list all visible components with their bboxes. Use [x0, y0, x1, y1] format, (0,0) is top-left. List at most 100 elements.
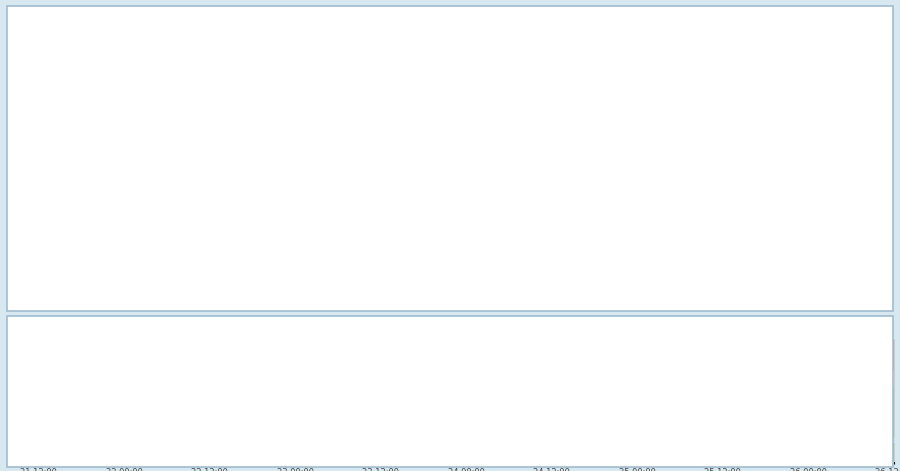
- osservato: [86, 408, 96, 414]
- osservato: [268, 386, 279, 391]
- Bar: [7, 6, 145, 34]
- osservato: [144, 412, 155, 417]
- osservato: [282, 390, 292, 396]
- Bar: [714, 138, 796, 163]
- osservato: [274, 388, 285, 393]
- Bar: [714, 226, 796, 251]
- Text: 27: 27: [832, 87, 845, 97]
- Bar: [145, 6, 309, 34]
- Text: carso: carso: [451, 263, 479, 273]
- Polygon shape: [60, 46, 321, 232]
- Text: dopodomani: dopodomani: [356, 15, 425, 25]
- Bar: [796, 168, 880, 193]
- osservato: [33, 428, 44, 433]
- osservato: [151, 415, 162, 421]
- Polygon shape: [264, 187, 301, 229]
- osservato: [177, 423, 188, 429]
- Text: domenica: domenica: [540, 15, 595, 25]
- osservato: [164, 421, 175, 427]
- osservato: [314, 411, 325, 416]
- osservato: [184, 422, 194, 428]
- Bar: [796, 109, 880, 134]
- osservato: [131, 408, 142, 414]
- osservato: [262, 385, 273, 390]
- Text: forte disagio: forte disagio: [753, 296, 819, 306]
- osservato: [79, 408, 90, 414]
- Bar: [714, 109, 796, 134]
- osservato: [158, 418, 168, 424]
- Text: max: max: [823, 61, 845, 71]
- Polygon shape: [151, 91, 202, 128]
- osservato: [53, 417, 64, 422]
- osservato: [196, 414, 207, 420]
- Text: debole disagio: debole disagio: [341, 296, 418, 306]
- Text: tolmezzino: tolmezzino: [451, 116, 508, 127]
- osservato: [203, 409, 214, 415]
- Bar: [428, 107, 889, 136]
- osservato: [73, 409, 84, 414]
- Text: 27: 27: [832, 175, 845, 185]
- osservato: [210, 404, 220, 410]
- Bar: [482, 292, 683, 309]
- osservato: [308, 406, 319, 412]
- Text: legenda:: legenda:: [12, 296, 54, 306]
- Text: triestino: triestino: [451, 234, 494, 244]
- osservato: [301, 402, 311, 407]
- osservato: [112, 409, 122, 414]
- Text: giovedì 22 giugno: giovedì 22 giugno: [94, 265, 162, 274]
- osservato: [216, 399, 227, 405]
- Text: oggi: oggi: [64, 15, 88, 25]
- Bar: [39, 354, 894, 369]
- Text: no disagio: no disagio: [148, 296, 202, 306]
- Text: 28: 28: [832, 116, 845, 127]
- previsto: [862, 441, 873, 447]
- Bar: [39, 369, 894, 385]
- Bar: [39, 385, 894, 461]
- Bar: [428, 165, 889, 195]
- osservato: [294, 398, 305, 403]
- osservato: [105, 409, 116, 415]
- Bar: [796, 255, 880, 280]
- osservato: [190, 419, 201, 424]
- osservato: [138, 409, 148, 415]
- Line: previsto: previsto: [324, 410, 896, 446]
- Bar: [687, 292, 886, 309]
- Bar: [714, 80, 796, 105]
- previsto: [491, 433, 501, 439]
- Text: 24: 24: [749, 146, 762, 156]
- Text: monti: monti: [451, 87, 481, 97]
- Bar: [714, 168, 796, 193]
- osservato: [248, 385, 259, 391]
- osservato: [242, 387, 253, 392]
- Text: ARPA: ARPA: [94, 281, 119, 290]
- osservato: [92, 408, 103, 414]
- osservato: [222, 395, 233, 401]
- osservato: [320, 415, 331, 421]
- osservato: [236, 389, 247, 394]
- osservato: [47, 420, 58, 425]
- Text: lunedì: lunedì: [760, 15, 795, 25]
- Bar: [662, 6, 893, 34]
- Text: med: med: [749, 61, 771, 71]
- Bar: [472, 6, 662, 34]
- previsto: [334, 422, 345, 427]
- previsto: [320, 415, 331, 421]
- Bar: [76, 292, 275, 309]
- Bar: [428, 253, 889, 283]
- Bar: [796, 138, 880, 163]
- osservato: [59, 413, 70, 419]
- Text: 24: 24: [749, 204, 762, 214]
- Text: disagio: disagio: [564, 296, 601, 306]
- osservato: [125, 408, 136, 414]
- Text: colli alta pianura: colli alta pianura: [451, 146, 538, 156]
- Bar: [714, 197, 796, 222]
- osservato: [118, 408, 129, 414]
- Text: 23: 23: [749, 234, 762, 244]
- previsto: [770, 413, 781, 418]
- previsto: [425, 408, 436, 414]
- Bar: [428, 224, 889, 253]
- Text: bassa media pianura: bassa media pianura: [451, 175, 560, 185]
- Bar: [428, 136, 889, 165]
- Text: 24: 24: [749, 175, 762, 185]
- Text: FVG: FVG: [156, 281, 175, 290]
